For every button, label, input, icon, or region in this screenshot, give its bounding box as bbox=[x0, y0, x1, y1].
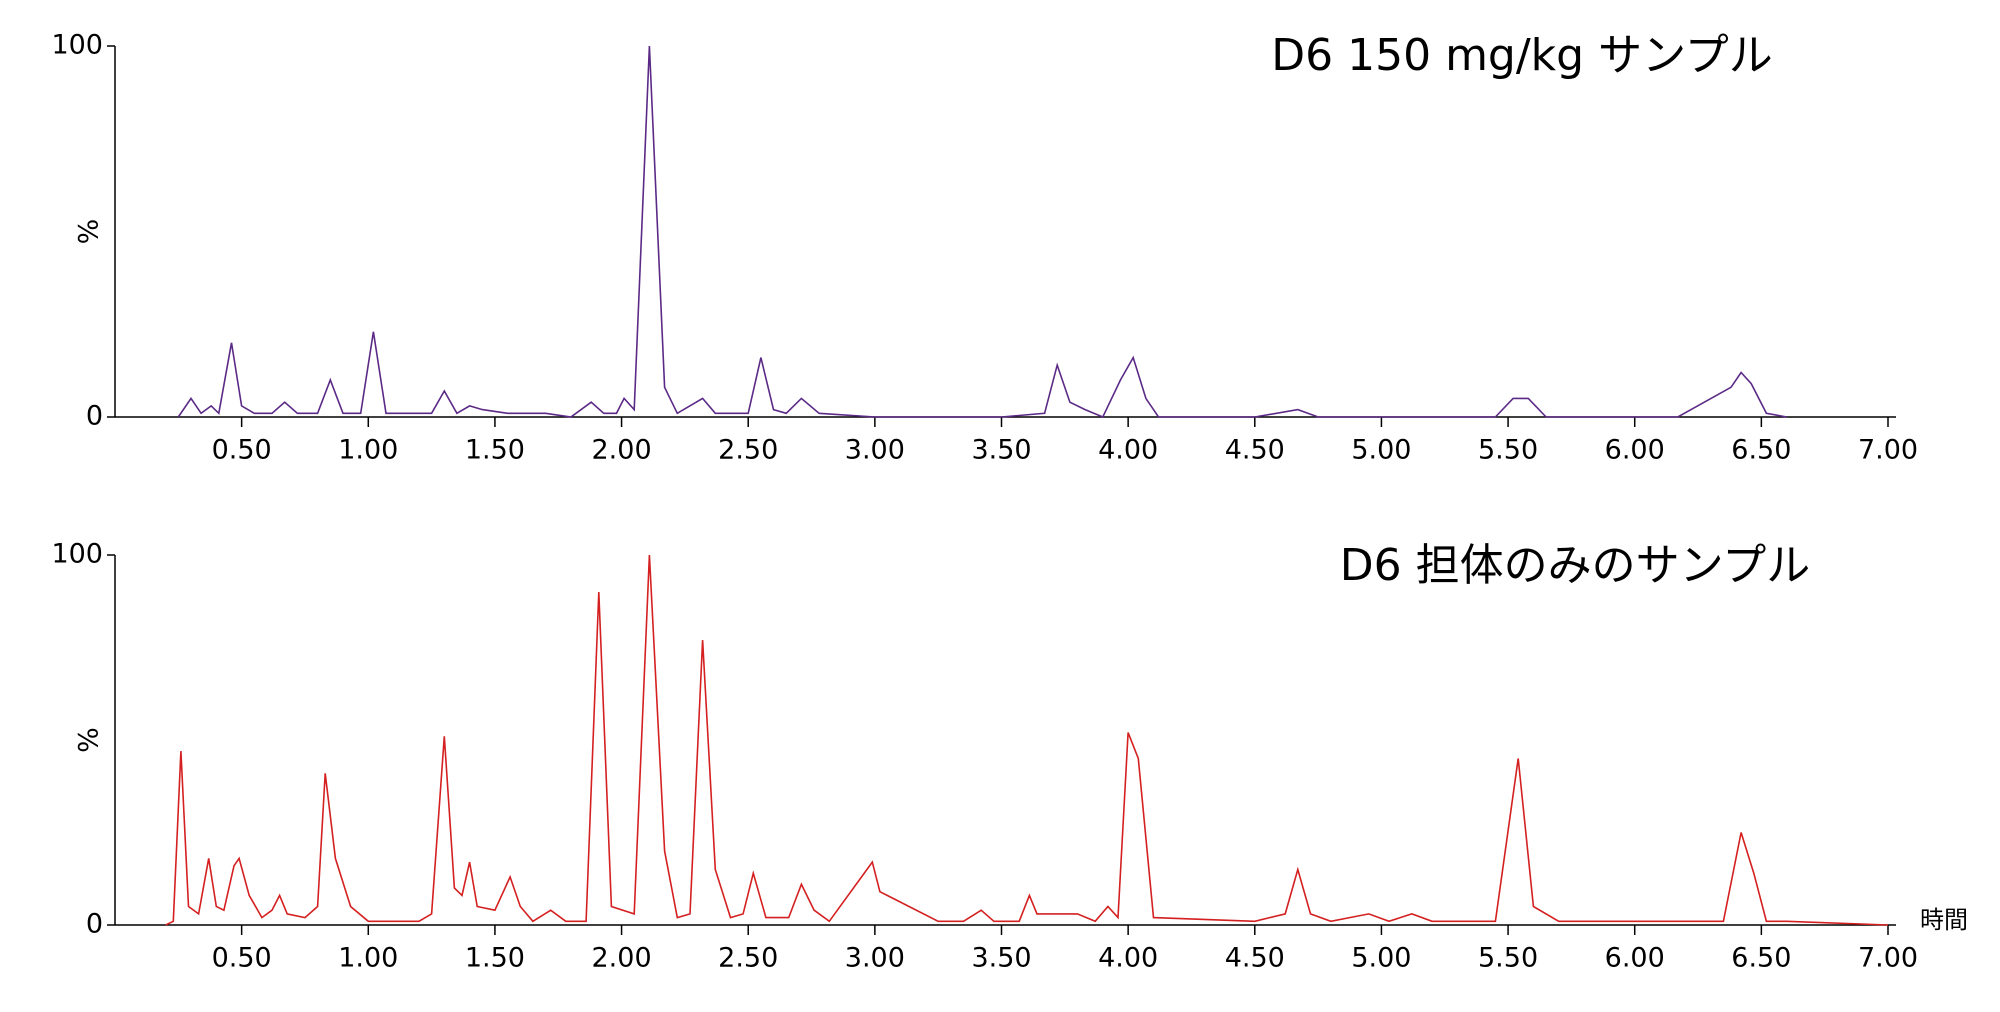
x-tick-label: 4.50 bbox=[1225, 435, 1285, 466]
x-tick-label: 5.00 bbox=[1351, 943, 1411, 974]
y-tick-label: 100 bbox=[51, 30, 103, 61]
x-tick-label: 2.50 bbox=[718, 435, 778, 466]
x-tick-label: 4.00 bbox=[1098, 435, 1158, 466]
y-tick-label: 100 bbox=[51, 539, 103, 570]
x-tick-label: 6.50 bbox=[1731, 435, 1791, 466]
y-tick-label: 0 bbox=[86, 909, 103, 940]
x-tick-label: 5.00 bbox=[1351, 435, 1411, 466]
y-axis-label: % bbox=[74, 727, 105, 753]
x-tick-label: 5.50 bbox=[1478, 435, 1538, 466]
x-tick-label: 7.00 bbox=[1858, 943, 1918, 974]
x-tick-label: 3.50 bbox=[971, 435, 1031, 466]
x-tick-label: 3.00 bbox=[845, 435, 905, 466]
x-tick-label: 4.50 bbox=[1225, 943, 1285, 974]
x-tick-label: 2.00 bbox=[592, 943, 652, 974]
x-tick-label: 7.00 bbox=[1858, 435, 1918, 466]
x-tick-label: 2.00 bbox=[592, 435, 652, 466]
x-tick-label: 0.50 bbox=[212, 435, 272, 466]
x-tick-label: 0.50 bbox=[212, 943, 272, 974]
x-axis-label: 時間 bbox=[1920, 906, 1968, 934]
x-tick-label: 6.50 bbox=[1731, 943, 1791, 974]
trace bbox=[177, 45, 1787, 419]
y-tick-label: 0 bbox=[86, 401, 103, 432]
y-axis-label: % bbox=[74, 219, 105, 245]
x-tick-label: 3.50 bbox=[971, 943, 1031, 974]
x-tick-label: 6.00 bbox=[1605, 943, 1665, 974]
x-tick-label: 1.00 bbox=[338, 943, 398, 974]
x-tick-label: 1.00 bbox=[338, 435, 398, 466]
x-tick-label: 4.00 bbox=[1098, 943, 1158, 974]
x-tick-label: 1.50 bbox=[465, 943, 525, 974]
x-tick-label: 2.50 bbox=[718, 943, 778, 974]
chart-title: D6 150 mg/kg サンプル bbox=[1271, 30, 1773, 81]
x-tick-label: 5.50 bbox=[1478, 943, 1538, 974]
trace bbox=[165, 554, 1889, 926]
x-tick-label: 3.00 bbox=[845, 943, 905, 974]
chart-title: D6 担体のみのサンプル bbox=[1340, 540, 1811, 591]
x-tick-label: 1.50 bbox=[465, 435, 525, 466]
x-tick-label: 6.00 bbox=[1605, 435, 1665, 466]
